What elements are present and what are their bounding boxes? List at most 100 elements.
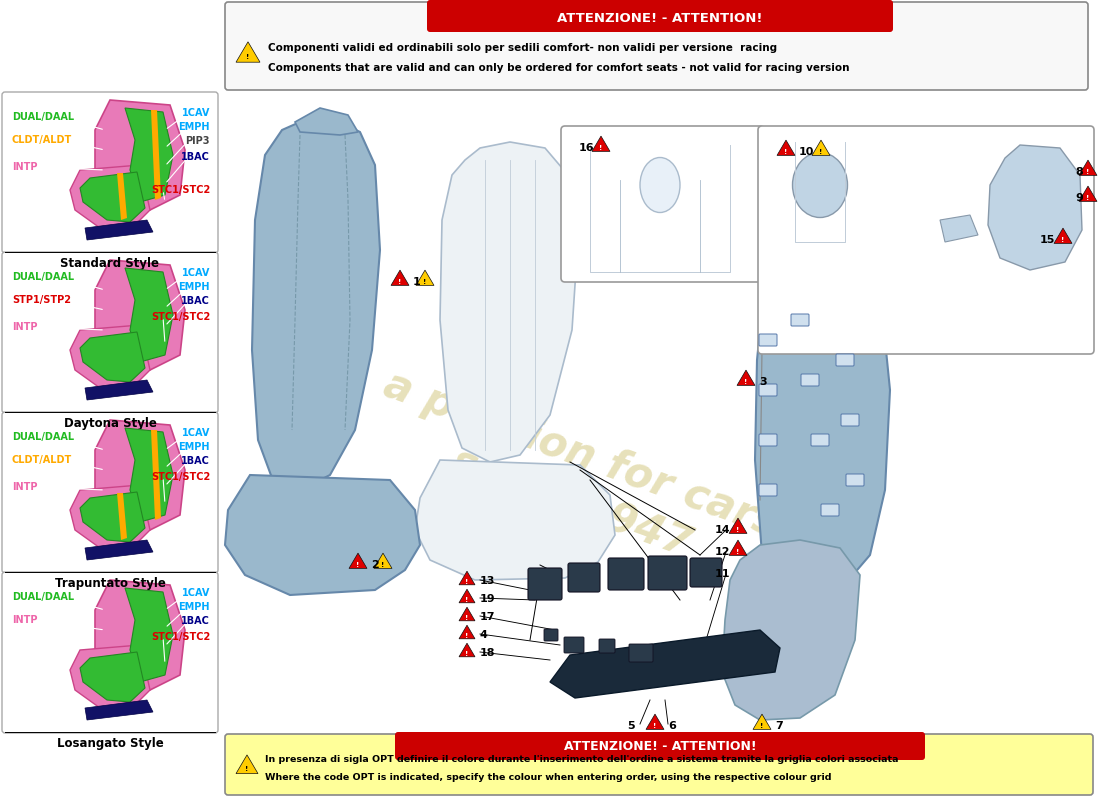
- Text: !: !: [465, 597, 469, 602]
- Polygon shape: [1079, 186, 1097, 202]
- FancyBboxPatch shape: [600, 639, 615, 653]
- Text: !: !: [465, 650, 469, 657]
- FancyBboxPatch shape: [842, 414, 859, 426]
- Text: EMPH: EMPH: [178, 122, 210, 132]
- Text: EMPH: EMPH: [178, 282, 210, 292]
- FancyBboxPatch shape: [821, 504, 839, 516]
- Text: 19: 19: [480, 594, 496, 604]
- FancyBboxPatch shape: [395, 732, 925, 760]
- Text: 8: 8: [1075, 167, 1082, 177]
- FancyBboxPatch shape: [801, 374, 820, 386]
- Text: DUAL/DAAL: DUAL/DAAL: [12, 592, 74, 602]
- Text: 1BAC: 1BAC: [182, 152, 210, 162]
- Text: 18: 18: [480, 648, 495, 658]
- Text: a passion for cars,
since 1947: a passion for cars, since 1947: [361, 363, 799, 597]
- FancyBboxPatch shape: [759, 334, 777, 346]
- Polygon shape: [80, 332, 145, 382]
- Text: DUAL/DAAL: DUAL/DAAL: [12, 432, 74, 442]
- Text: INTP: INTP: [12, 615, 37, 625]
- Polygon shape: [95, 420, 185, 530]
- Polygon shape: [459, 626, 475, 638]
- FancyBboxPatch shape: [690, 558, 722, 587]
- Text: CLDT/ALDT: CLDT/ALDT: [12, 455, 73, 465]
- Polygon shape: [729, 518, 747, 534]
- Text: !: !: [356, 562, 360, 568]
- Polygon shape: [95, 260, 185, 370]
- Polygon shape: [117, 493, 126, 540]
- FancyBboxPatch shape: [759, 434, 777, 446]
- Text: CLDT/ALDT: CLDT/ALDT: [12, 135, 73, 145]
- Polygon shape: [236, 42, 260, 62]
- Polygon shape: [550, 630, 780, 698]
- FancyBboxPatch shape: [2, 412, 218, 573]
- Polygon shape: [85, 220, 153, 240]
- FancyBboxPatch shape: [791, 314, 808, 326]
- FancyBboxPatch shape: [2, 92, 218, 253]
- Text: In presenza di sigla OPT definire il colore durante l'inserimento dell'ordine a : In presenza di sigla OPT definire il col…: [265, 755, 899, 765]
- Text: STC1/STC2: STC1/STC2: [151, 472, 210, 482]
- Text: 3: 3: [759, 377, 767, 387]
- Polygon shape: [459, 571, 475, 585]
- Polygon shape: [729, 540, 747, 555]
- Text: STP1/STP2: STP1/STP2: [12, 295, 72, 305]
- Ellipse shape: [792, 153, 847, 218]
- FancyBboxPatch shape: [2, 252, 218, 413]
- Text: 10: 10: [799, 147, 814, 157]
- Polygon shape: [295, 108, 358, 135]
- Text: 4: 4: [480, 630, 488, 640]
- Text: EMPH: EMPH: [178, 602, 210, 612]
- Polygon shape: [70, 645, 150, 710]
- Polygon shape: [125, 108, 173, 202]
- FancyBboxPatch shape: [811, 434, 829, 446]
- Polygon shape: [95, 580, 185, 690]
- Text: 1CAV: 1CAV: [182, 588, 210, 598]
- Text: 1BAC: 1BAC: [182, 296, 210, 306]
- Text: 7: 7: [776, 721, 783, 731]
- Text: Componenti validi ed ordinabili solo per sedili comfort- non validi per versione: Componenti validi ed ordinabili solo per…: [268, 43, 777, 53]
- Text: DUAL/DAAL: DUAL/DAAL: [12, 112, 74, 122]
- Polygon shape: [151, 430, 161, 520]
- Text: STC1/STC2: STC1/STC2: [151, 312, 210, 322]
- Polygon shape: [95, 100, 185, 210]
- Text: !: !: [465, 578, 469, 585]
- Text: !: !: [382, 562, 385, 568]
- Text: Daytona Style: Daytona Style: [64, 418, 156, 430]
- Polygon shape: [70, 325, 150, 390]
- Polygon shape: [440, 142, 578, 462]
- Text: !: !: [760, 723, 763, 729]
- Polygon shape: [374, 553, 392, 568]
- Text: ATTENZIONE! - ATTENTION!: ATTENZIONE! - ATTENTION!: [563, 741, 757, 754]
- Polygon shape: [755, 268, 890, 598]
- Text: !: !: [600, 145, 603, 150]
- FancyBboxPatch shape: [528, 568, 562, 600]
- Text: 1: 1: [412, 277, 420, 287]
- Text: !: !: [1087, 194, 1090, 201]
- FancyBboxPatch shape: [2, 572, 218, 733]
- Text: 13: 13: [480, 576, 495, 586]
- Polygon shape: [80, 652, 145, 702]
- FancyBboxPatch shape: [226, 734, 1093, 795]
- FancyBboxPatch shape: [759, 484, 777, 496]
- FancyBboxPatch shape: [846, 474, 864, 486]
- Text: !: !: [653, 723, 657, 729]
- Text: 1CAV: 1CAV: [182, 268, 210, 278]
- Text: 11: 11: [715, 569, 730, 579]
- Text: !: !: [745, 379, 748, 385]
- Text: !: !: [398, 278, 402, 285]
- Text: !: !: [424, 278, 427, 285]
- Text: !: !: [736, 549, 739, 555]
- FancyBboxPatch shape: [564, 637, 584, 653]
- Text: !: !: [1062, 237, 1065, 242]
- FancyBboxPatch shape: [759, 384, 777, 396]
- Polygon shape: [459, 607, 475, 621]
- Text: !: !: [245, 766, 249, 772]
- FancyBboxPatch shape: [608, 558, 644, 590]
- Polygon shape: [70, 165, 150, 230]
- Polygon shape: [737, 370, 755, 386]
- Polygon shape: [940, 215, 978, 242]
- Ellipse shape: [640, 158, 680, 213]
- Polygon shape: [252, 120, 380, 490]
- Polygon shape: [85, 380, 153, 400]
- Text: 1BAC: 1BAC: [182, 616, 210, 626]
- Polygon shape: [125, 588, 173, 682]
